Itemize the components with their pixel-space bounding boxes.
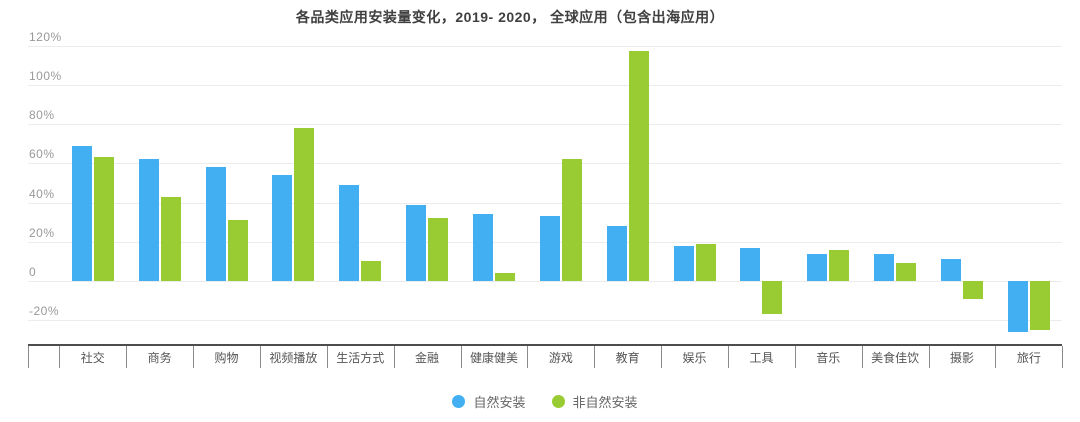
x-axis-tick bbox=[193, 346, 194, 368]
x-axis-category-label: 视频播放 bbox=[269, 351, 318, 365]
bar-自然安装-教育[interactable] bbox=[606, 226, 627, 281]
gridline bbox=[28, 124, 1063, 125]
x-axis-category-label: 购物 bbox=[214, 351, 239, 365]
x-axis-category-label: 金融 bbox=[415, 351, 440, 365]
x-axis-tick bbox=[527, 346, 529, 368]
x-axis-tick bbox=[928, 346, 930, 368]
x-axis-tick bbox=[460, 346, 462, 368]
x-axis-category-label: 游戏 bbox=[548, 351, 573, 365]
legend: 自然安装 非自然安装 bbox=[28, 390, 1062, 412]
bar-自然安装-金融[interactable] bbox=[406, 204, 427, 281]
legend-item-非自然安装[interactable]: 非自然安装 bbox=[551, 392, 638, 411]
bar-自然安装-社交[interactable] bbox=[71, 145, 92, 281]
bar-非自然安装-视频播放[interactable] bbox=[294, 128, 315, 281]
x-axis-tick bbox=[393, 346, 395, 368]
x-axis-tick bbox=[794, 346, 796, 368]
x-axis-category-label: 摄影 bbox=[950, 351, 975, 365]
bar-自然安装-音乐[interactable] bbox=[807, 253, 828, 281]
legend-label: 非自然安装 bbox=[572, 394, 638, 410]
bar-非自然安装-教育[interactable] bbox=[628, 51, 649, 281]
x-axis-category-label: 旅行 bbox=[1016, 351, 1041, 365]
x-axis-category-label: 商务 bbox=[147, 351, 172, 365]
bar-非自然安装-商务[interactable] bbox=[160, 196, 181, 281]
x-axis-category-label: 工具 bbox=[749, 351, 774, 365]
bar-自然安装-摄影[interactable] bbox=[941, 259, 961, 281]
bar-自然安装-健康健美[interactable] bbox=[472, 214, 493, 281]
bar-自然安装-游戏[interactable] bbox=[539, 216, 560, 281]
bar-非自然安装-金融[interactable] bbox=[428, 218, 449, 281]
y-axis-tick-label: 100% bbox=[29, 68, 62, 83]
y-axis-tick-label: 120% bbox=[29, 29, 62, 44]
x-axis-category-label: 音乐 bbox=[816, 351, 841, 365]
x-axis-tick bbox=[126, 346, 128, 368]
bar-非自然安装-游戏[interactable] bbox=[561, 159, 582, 281]
gridline bbox=[28, 281, 1063, 282]
bar-非自然安装-生活方式[interactable] bbox=[361, 261, 382, 281]
y-axis-tick-label: -20% bbox=[29, 304, 60, 319]
x-axis-category-label: 教育 bbox=[615, 351, 640, 365]
gridline bbox=[28, 320, 1063, 322]
y-axis-tick-label: 40% bbox=[29, 186, 55, 201]
bar-自然安装-娱乐[interactable] bbox=[673, 245, 694, 281]
x-axis-tick bbox=[326, 346, 328, 368]
bar-自然安装-美食佳饮[interactable] bbox=[874, 253, 895, 281]
x-axis-tick bbox=[594, 346, 596, 368]
chart-title: 各品类应用安装量变化，2019- 2020， 全球应用（包含出海应用） bbox=[295, 9, 725, 25]
y-axis-tick-label: 60% bbox=[29, 147, 55, 162]
gridline bbox=[28, 163, 1063, 165]
gridline bbox=[28, 45, 1063, 47]
x-axis-category-label: 娱乐 bbox=[682, 351, 707, 365]
bar-自然安装-购物[interactable] bbox=[205, 167, 226, 281]
x-axis-tick bbox=[28, 346, 29, 368]
bar-非自然安装-娱乐[interactable] bbox=[695, 243, 716, 281]
legend-dot-icon bbox=[452, 394, 466, 408]
x-axis-category-label: 生活方式 bbox=[336, 351, 385, 365]
x-axis-tick bbox=[259, 346, 261, 368]
x-axis-category-label: 社交 bbox=[80, 351, 105, 365]
x-axis-tick bbox=[59, 346, 61, 368]
bar-自然安装-旅行[interactable] bbox=[1007, 281, 1028, 332]
x-axis-tick bbox=[728, 346, 729, 368]
bar-非自然安装-美食佳饮[interactable] bbox=[896, 263, 917, 281]
x-axis-tick bbox=[995, 346, 997, 368]
y-axis-tick-label: 0 bbox=[29, 265, 37, 279]
bar-自然安装-商务[interactable] bbox=[138, 159, 159, 281]
x-axis-tick bbox=[661, 346, 663, 368]
bar-非自然安装-购物[interactable] bbox=[227, 220, 248, 281]
x-axis-category-label: 美食佳饮 bbox=[871, 351, 920, 365]
x-axis-tick bbox=[861, 346, 863, 368]
bar-非自然安装-健康健美[interactable] bbox=[494, 273, 515, 281]
bar-自然安装-工具[interactable] bbox=[740, 247, 761, 281]
bar-自然安装-生活方式[interactable] bbox=[339, 184, 360, 281]
x-axis-tick bbox=[1062, 346, 1064, 368]
x-axis-category-label: 健康健美 bbox=[469, 351, 518, 365]
bar-非自然安装-社交[interactable] bbox=[93, 157, 114, 281]
legend-label: 自然安装 bbox=[473, 394, 526, 410]
gridline bbox=[28, 202, 1063, 204]
y-axis-tick-label: 20% bbox=[29, 225, 55, 240]
gridline bbox=[28, 84, 1063, 86]
bar-非自然安装-音乐[interactable] bbox=[829, 249, 850, 281]
bar-非自然安装-旅行[interactable] bbox=[1029, 281, 1050, 330]
legend-item-自然安装[interactable]: 自然安装 bbox=[452, 392, 526, 411]
bar-非自然安装-工具[interactable] bbox=[762, 281, 783, 315]
y-axis-tick-label: 80% bbox=[29, 108, 55, 122]
x-axis-line bbox=[28, 344, 1063, 346]
bar-自然安装-视频播放[interactable] bbox=[272, 175, 293, 281]
legend-dot-icon bbox=[551, 394, 565, 408]
bar-非自然安装-摄影[interactable] bbox=[963, 281, 983, 299]
